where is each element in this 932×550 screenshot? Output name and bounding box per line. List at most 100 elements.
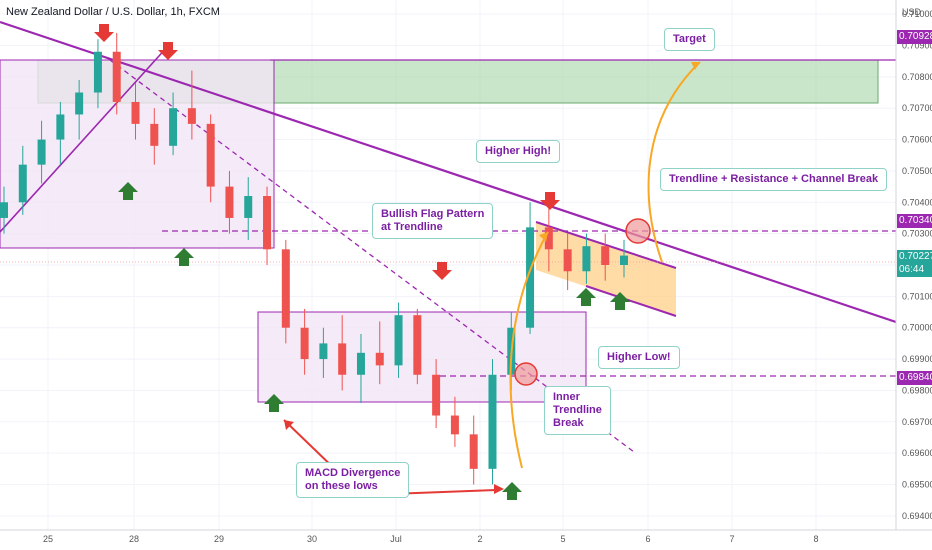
main-downtrend-line bbox=[0, 20, 897, 324]
up-arrow-icon bbox=[610, 292, 630, 310]
y-tick-label: 0.70900 bbox=[902, 40, 932, 50]
candle-body bbox=[112, 51, 121, 102]
inner-line2: Trendline bbox=[553, 404, 602, 416]
candle-body bbox=[93, 51, 102, 93]
y-tick-label: 0.70500 bbox=[902, 166, 932, 176]
macd-arrowhead-left bbox=[284, 420, 294, 430]
y-tick-label: 0.71000 bbox=[902, 9, 932, 19]
flag-label-line2: at Trendline bbox=[381, 221, 443, 233]
y-tick-label: 0.70300 bbox=[902, 229, 932, 239]
x-tick-label: 8 bbox=[813, 534, 818, 544]
candle-body bbox=[300, 327, 309, 360]
x-tick-label: 6 bbox=[645, 534, 650, 544]
candles-layer bbox=[0, 32, 628, 485]
down-arrow-icon bbox=[158, 42, 178, 60]
inner-line1: Inner bbox=[553, 391, 580, 403]
candle-body bbox=[620, 255, 628, 265]
trendlines-layer bbox=[0, 20, 897, 453]
candle-body bbox=[131, 101, 140, 124]
candle-body bbox=[356, 352, 365, 375]
candle-body bbox=[0, 202, 8, 218]
candle-body bbox=[187, 108, 196, 124]
callout-higher-low: Higher Low! bbox=[598, 346, 680, 369]
candle-body bbox=[469, 434, 478, 469]
y-tick-label: 0.69400 bbox=[902, 511, 932, 521]
candle-body bbox=[37, 139, 46, 165]
zones-layer bbox=[0, 59, 879, 403]
candle-body bbox=[263, 196, 272, 250]
candle-body bbox=[281, 249, 290, 328]
candle-body bbox=[150, 123, 159, 146]
flag-upper bbox=[535, 221, 677, 269]
currency-badge[interactable]: USD bbox=[902, 7, 922, 17]
callout-macd: MACD Divergence on these lows bbox=[296, 462, 410, 498]
macd-arrowhead-right bbox=[494, 484, 504, 494]
candle-body bbox=[526, 227, 535, 328]
flag-lower bbox=[585, 285, 677, 317]
y-tick-label: 0.69800 bbox=[902, 385, 932, 395]
down-arrow-icon bbox=[432, 262, 452, 280]
price-label: 0.70340 bbox=[897, 214, 932, 229]
y-tick-label: 0.69600 bbox=[902, 448, 932, 458]
price-label: 0.70227 bbox=[897, 249, 932, 264]
down-arrow-icon bbox=[540, 192, 560, 210]
candle-body bbox=[56, 114, 65, 140]
price-label: 06:44 bbox=[897, 262, 932, 277]
x-tick-label: 30 bbox=[307, 534, 317, 544]
up-arrow-icon bbox=[118, 182, 138, 200]
candle-body bbox=[169, 108, 178, 146]
candle-body bbox=[394, 315, 403, 366]
y-tick-label: 0.70800 bbox=[902, 72, 932, 82]
y-tick-label: 0.69500 bbox=[902, 480, 932, 490]
up-arrow-icon bbox=[576, 288, 596, 306]
inner-trendline-dashed bbox=[109, 59, 635, 453]
callout-higher-high: Higher High! bbox=[476, 140, 560, 163]
down-arrow-icon bbox=[94, 24, 114, 42]
bullish-flag-channel bbox=[536, 222, 676, 316]
flag-label-line1: Bullish Flag Pattern bbox=[381, 208, 485, 220]
x-tick-label: Jul bbox=[390, 534, 402, 544]
signal-arrows bbox=[94, 24, 630, 500]
candle-body bbox=[563, 249, 572, 272]
callout-target: Target bbox=[664, 28, 715, 51]
target-curve bbox=[647, 61, 701, 263]
callout-bullish-flag: Bullish Flag Pattern at Trendline bbox=[372, 203, 494, 239]
callout-inner-break: Inner Trendline Break bbox=[544, 386, 611, 435]
inner-break-circle bbox=[514, 362, 538, 386]
x-tick-label: 5 bbox=[560, 534, 565, 544]
price-label: 0.70928 bbox=[897, 29, 932, 44]
target-arrowhead bbox=[691, 62, 700, 70]
up-arrow-icon bbox=[174, 248, 194, 266]
y-tick-label: 0.70400 bbox=[902, 197, 932, 207]
ascending-trendline bbox=[0, 45, 169, 233]
candle-body bbox=[338, 343, 347, 375]
candle-body bbox=[582, 246, 591, 272]
macd-line2: on these lows bbox=[305, 480, 378, 492]
up-arrow-icon bbox=[502, 482, 522, 500]
x-tick-label: 7 bbox=[729, 534, 734, 544]
break-circle bbox=[625, 218, 651, 244]
y-tick-label: 0.69700 bbox=[902, 417, 932, 427]
inner-line3: Break bbox=[553, 417, 584, 429]
candle-body bbox=[225, 186, 234, 218]
price-label: 0.69840 bbox=[897, 370, 932, 385]
inner-break-arrowhead bbox=[539, 232, 548, 242]
candle-body bbox=[601, 246, 610, 265]
y-tick-label: 0.70100 bbox=[902, 291, 932, 301]
y-tick-label: 0.69900 bbox=[902, 354, 932, 364]
y-tick-label: 0.70700 bbox=[902, 103, 932, 113]
chart-title: New Zealand Dollar / U.S. Dollar, 1h, FX… bbox=[6, 6, 220, 18]
macd-line1: MACD Divergence bbox=[305, 467, 401, 479]
x-tick-label: 2 bbox=[477, 534, 482, 544]
y-tick-label: 0.70600 bbox=[902, 135, 932, 145]
candle-body bbox=[319, 343, 328, 360]
callout-break: Trendline + Resistance + Channel Break bbox=[660, 168, 888, 191]
x-tick-label: 29 bbox=[214, 534, 224, 544]
candle-body bbox=[488, 374, 497, 469]
candle-body bbox=[244, 196, 253, 218]
x-tick-label: 25 bbox=[43, 534, 53, 544]
candle-body bbox=[375, 352, 384, 366]
y-tick-label: 0.70000 bbox=[902, 323, 932, 333]
